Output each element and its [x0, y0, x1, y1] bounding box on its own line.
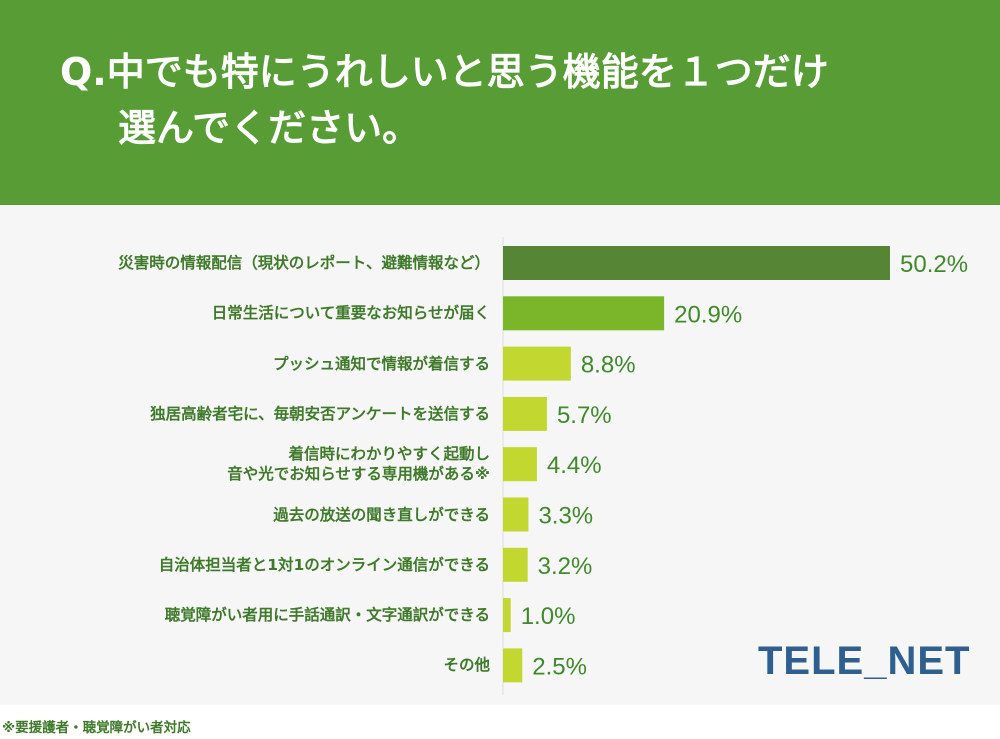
category-label-line: その他 [443, 656, 490, 675]
category-label-line: 過去の放送の聞き直しができる [273, 505, 490, 524]
value-label-2: 20.9% [674, 301, 742, 328]
bar-7 [503, 547, 528, 582]
category-label-line: 独居高齢者宅に、毎朝安否アンケートを送信する [150, 404, 490, 423]
question-title: Q.中でも特にうれしいと思う機能を１つだけ 選んでください。 [60, 44, 960, 156]
value-label-6: 3.3% [538, 503, 593, 530]
value-label-9: 2.5% [532, 653, 587, 680]
value-label-8: 1.0% [521, 603, 576, 630]
category-label-3: プッシュ通知で情報が着信する [273, 354, 490, 374]
telenet-logo: TELE_NET [756, 634, 976, 686]
category-label-line: プッシュ通知で情報が着信する [272, 354, 490, 373]
category-label-line: 着信時にわかりやすく起動し [288, 445, 490, 464]
category-label-9: その他 [443, 655, 490, 675]
svg-text:TELE_NET: TELE_NET [758, 639, 970, 683]
category-label-1: 災害時の情報配信（現状のレポート、避難情報など） [118, 253, 490, 273]
category-label-4: 独居高齢者宅に、毎朝安否アンケートを送信する [150, 404, 490, 424]
bar-6 [503, 497, 529, 532]
category-label-6: 過去の放送の聞き直しができる [273, 505, 490, 525]
value-label-5: 4.4% [547, 452, 602, 479]
bar-3 [503, 346, 571, 381]
category-label-5: 着信時にわかりやすく起動し 音や光でお知らせする専用機がある※ [227, 444, 490, 484]
bar-8 [503, 598, 511, 633]
question-line-1: Q.中でも特にうれしいと思う機能を１つだけ [60, 50, 829, 94]
footnote: ※要援護者・聴覚障がい者対応 [2, 720, 191, 736]
question-line-2: 選んでください。 [118, 106, 421, 150]
bar-9 [503, 648, 523, 683]
bar-chart: 50.2% 20.9% 8.8% 5.7% 4.4% 3.3% 3.2% 1.0% 2.5% [502, 237, 968, 695]
category-label-line: 自治体担当者と1対1のオンライン通信ができる [158, 555, 490, 574]
header-banner [0, 0, 1000, 205]
category-label-line: 聴覚障がい者用に手話通訳・文字通訳ができる [164, 606, 490, 625]
bar-4 [503, 396, 547, 431]
bar-5 [503, 447, 537, 482]
value-label-4: 5.7% [557, 402, 612, 429]
chart-area [0, 205, 1000, 705]
bar-2 [503, 296, 665, 331]
value-label-3: 8.8% [581, 352, 636, 379]
value-label-7: 3.2% [538, 553, 593, 580]
category-label-8: 聴覚障がい者用に手話通訳・文字通訳ができる [165, 605, 490, 625]
value-label-1: 50.2% [900, 251, 968, 278]
category-label-2: 日常生活について重要なお知らせが届く [212, 303, 490, 323]
category-label-line: 音や光でお知らせする専用機がある※ [227, 465, 490, 484]
bar-1 [503, 246, 890, 280]
category-label-line: 日常生活について重要なお知らせが届く [211, 304, 490, 323]
category-label-line: 災害時の情報配信（現状のレポート、避難情報など） [118, 254, 490, 272]
category-label-7: 自治体担当者と1対1のオンライン通信ができる [159, 555, 490, 575]
